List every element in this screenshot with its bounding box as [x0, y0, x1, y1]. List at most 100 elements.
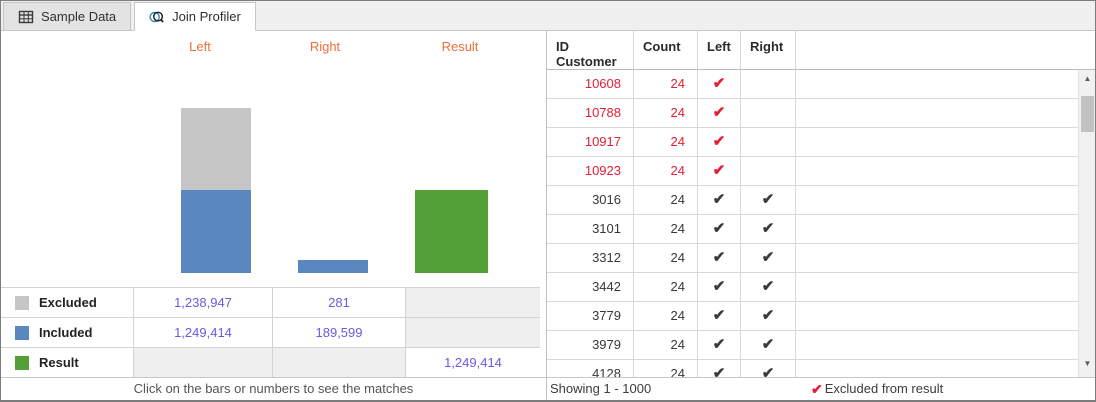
check-icon: ✔	[761, 191, 775, 208]
cell-filler	[796, 186, 1078, 214]
column-header-count[interactable]: Count	[634, 31, 698, 69]
excluded-check-icon: ✔	[811, 381, 823, 397]
summary-label-text: Excluded	[39, 295, 97, 310]
excluded-swatch-icon	[15, 295, 29, 310]
bar-included-left[interactable]	[181, 190, 251, 273]
cell-left-check: ✔	[698, 99, 741, 127]
matches-table-row[interactable]: 10788 24 ✔	[547, 99, 1078, 128]
cell-count: 24	[634, 70, 698, 98]
check-icon: ✔	[712, 278, 726, 295]
check-icon: ✔	[761, 336, 775, 353]
cell-id-customer: 10608	[547, 70, 634, 98]
summary-label-included: Included	[1, 317, 134, 347]
cell-left-check: ✔	[698, 302, 741, 330]
excluded-legend: ✔ Excluded from result	[811, 378, 943, 400]
chart-column-right-label: Right	[309, 39, 341, 54]
summary-result-result-value[interactable]: 1,249,414	[406, 347, 540, 377]
check-icon: ✔	[761, 249, 775, 266]
bar-included-right[interactable]	[298, 260, 368, 273]
matches-table-row[interactable]: 3979 24 ✔ ✔	[547, 331, 1078, 360]
cell-right-check: ✔	[741, 360, 796, 377]
summary-excluded-left-value[interactable]: 1,238,947	[134, 287, 273, 317]
cell-id-customer: 10788	[547, 99, 634, 127]
matches-table-row[interactable]: 3101 24 ✔ ✔	[547, 215, 1078, 244]
summary-included-result-value	[406, 317, 540, 347]
summary-excluded-right-value[interactable]: 281	[273, 287, 406, 317]
bar-result-result[interactable]	[415, 190, 488, 273]
cell-right-check	[741, 157, 796, 185]
matches-table-row[interactable]: 3442 24 ✔ ✔	[547, 273, 1078, 302]
chart-hint: Click on the bars or numbers to see the …	[1, 377, 546, 400]
scrollbar-down-icon[interactable]: ▼	[1083, 359, 1092, 368]
cell-count: 24	[634, 128, 698, 156]
cell-count: 24	[634, 331, 698, 359]
cell-id-customer: 3442	[547, 273, 634, 301]
column-header-id-customer[interactable]: ID Customer	[547, 31, 634, 69]
cell-filler	[796, 99, 1078, 127]
summary-excluded-result-value	[406, 287, 540, 317]
cell-count: 24	[634, 99, 698, 127]
matches-table-row[interactable]: 3779 24 ✔ ✔	[547, 302, 1078, 331]
matches-table-row[interactable]: 4128 24 ✔ ✔	[547, 360, 1078, 377]
matches-table-row[interactable]: 3016 24 ✔ ✔	[547, 186, 1078, 215]
check-icon: ✔	[761, 220, 775, 237]
cell-left-check: ✔	[698, 244, 741, 272]
tab-sample-data[interactable]: Sample Data	[3, 2, 132, 30]
check-icon: ✔	[712, 133, 726, 150]
summary-label-result: Result	[1, 347, 134, 377]
cell-left-check: ✔	[698, 157, 741, 185]
cell-left-check: ✔	[698, 331, 741, 359]
matches-table-row[interactable]: 10917 24 ✔	[547, 128, 1078, 157]
cell-right-check: ✔	[741, 244, 796, 272]
check-icon: ✔	[712, 365, 726, 377]
column-header-right[interactable]: Right	[741, 31, 796, 69]
join-search-icon	[149, 9, 165, 25]
check-icon: ✔	[712, 162, 726, 179]
matches-table-row[interactable]: 10608 24 ✔	[547, 70, 1078, 99]
cell-right-check: ✔	[741, 186, 796, 214]
cell-count: 24	[634, 157, 698, 185]
summary-result-left-value	[134, 347, 273, 377]
scrollbar-up-icon[interactable]: ▲	[1083, 74, 1092, 83]
cell-left-check: ✔	[698, 360, 741, 377]
cell-filler	[796, 244, 1078, 272]
check-icon: ✔	[712, 336, 726, 353]
tab-join-profiler[interactable]: Join Profiler	[134, 2, 256, 31]
chart-column-result-label: Result	[441, 39, 479, 54]
check-icon: ✔	[761, 365, 775, 377]
result-swatch-icon	[15, 355, 29, 370]
excluded-legend-label: Excluded from result	[824, 381, 944, 396]
cell-filler	[796, 128, 1078, 156]
summary-included-left-value[interactable]: 1,249,414	[134, 317, 273, 347]
scrollbar-thumb[interactable]	[1081, 96, 1094, 132]
cell-id-customer: 3101	[547, 215, 634, 243]
matches-table-row[interactable]: 3312 24 ✔ ✔	[547, 244, 1078, 273]
cell-count: 24	[634, 186, 698, 214]
cell-count: 24	[634, 360, 698, 377]
summary-result-right-value	[273, 347, 406, 377]
summary-label-excluded: Excluded	[1, 287, 134, 317]
cell-filler	[796, 273, 1078, 301]
summary-included-right-value[interactable]: 189,599	[273, 317, 406, 347]
tab-label: Join Profiler	[172, 9, 241, 24]
vertical-scrollbar[interactable]: ▲ ▼	[1078, 70, 1095, 377]
cell-right-check: ✔	[741, 331, 796, 359]
cell-id-customer: 3979	[547, 331, 634, 359]
bar-excluded-left[interactable]	[181, 108, 251, 190]
matches-table-body: 10608 24 ✔ 10788 24 ✔ 10917 24 ✔ 10923 24 ✔ 3016 24 ✔ ✔…	[547, 70, 1095, 377]
cell-id-customer: 10923	[547, 157, 634, 185]
cell-left-check: ✔	[698, 215, 741, 243]
check-icon: ✔	[712, 249, 726, 266]
matches-footer: Showing 1 - 1000 ✔ Excluded from result	[547, 377, 1095, 400]
cell-count: 24	[634, 273, 698, 301]
check-icon: ✔	[761, 307, 775, 324]
cell-filler	[796, 70, 1078, 98]
matches-table-row[interactable]: 10923 24 ✔	[547, 157, 1078, 186]
cell-right-check: ✔	[741, 302, 796, 330]
cell-filler	[796, 331, 1078, 359]
summary-label-text: Included	[39, 325, 93, 340]
cell-id-customer: 4128	[547, 360, 634, 377]
check-icon: ✔	[761, 278, 775, 295]
column-header-left[interactable]: Left	[698, 31, 741, 69]
cell-left-check: ✔	[698, 186, 741, 214]
